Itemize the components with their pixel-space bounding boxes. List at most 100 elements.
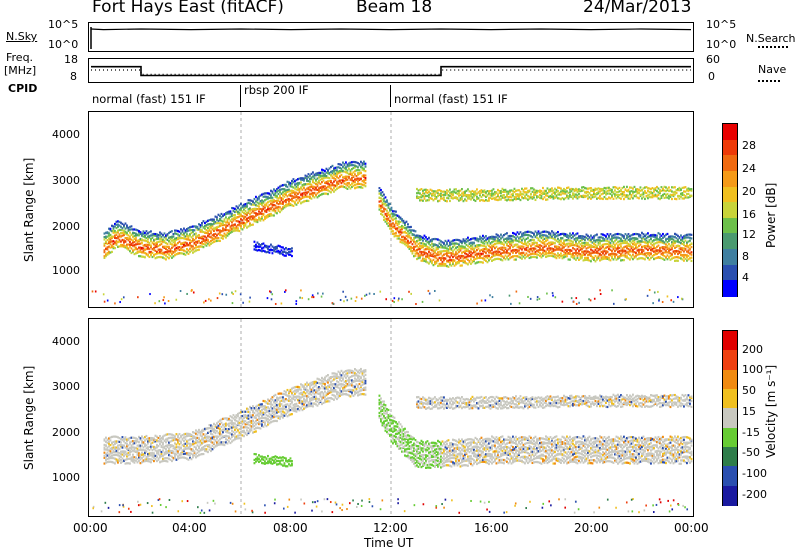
power-cell xyxy=(298,199,301,202)
power-cell xyxy=(684,239,687,242)
power-cell xyxy=(186,248,188,251)
power-cell xyxy=(500,233,502,236)
power-cell xyxy=(584,236,586,239)
velocity-cell xyxy=(115,446,118,449)
power-cell xyxy=(387,222,390,225)
power-cell xyxy=(620,197,622,200)
power-cell xyxy=(533,193,535,197)
power-cell xyxy=(154,242,157,245)
power-cell xyxy=(549,251,552,255)
power-cell xyxy=(279,185,281,188)
power-cell xyxy=(297,183,299,187)
power-cell xyxy=(264,215,266,219)
power-cell xyxy=(139,239,142,242)
power-cell xyxy=(468,242,471,245)
power-cell xyxy=(551,235,553,238)
power-cell xyxy=(666,196,669,199)
power-cell xyxy=(226,232,229,235)
power-cell xyxy=(530,193,532,196)
power-cell xyxy=(360,183,362,186)
power-cell xyxy=(626,194,628,197)
power-cell xyxy=(461,254,463,258)
power-cell xyxy=(199,241,202,245)
power-cell xyxy=(680,195,682,198)
power-cell xyxy=(648,258,651,261)
power-cell xyxy=(440,258,442,261)
power-cell xyxy=(458,189,460,193)
power-cell xyxy=(123,244,125,247)
power-cell xyxy=(656,237,658,240)
power-cell xyxy=(333,184,335,187)
power-cell xyxy=(195,235,197,238)
power-cell xyxy=(686,250,688,253)
power-cell xyxy=(265,244,268,248)
power-cell xyxy=(657,197,660,200)
power-cell xyxy=(524,233,526,237)
power-cell xyxy=(425,245,427,248)
velocity-cell xyxy=(183,439,185,443)
power-cell xyxy=(159,248,161,251)
power-cell xyxy=(358,169,361,172)
power-cell xyxy=(253,202,256,205)
power-cell xyxy=(654,195,657,198)
power-cell xyxy=(124,227,127,230)
power-cell xyxy=(615,247,618,250)
power-cell xyxy=(620,254,622,257)
power-cell xyxy=(528,189,531,192)
power-band-0 xyxy=(103,160,367,261)
power-cell xyxy=(506,232,508,235)
power-cell xyxy=(207,226,209,230)
power-cell xyxy=(277,205,280,209)
power-cell xyxy=(545,250,547,253)
power-cell xyxy=(393,232,396,235)
power-cell xyxy=(333,167,335,170)
power-cell xyxy=(660,249,663,253)
power-speckle-cell xyxy=(339,299,342,302)
power-cell xyxy=(510,193,513,196)
power-cell xyxy=(297,182,299,185)
power-cell xyxy=(591,237,594,240)
power-cell xyxy=(124,240,127,243)
power-cell xyxy=(678,256,681,259)
power-cell xyxy=(558,248,561,251)
power-cell xyxy=(528,234,531,237)
power-cell xyxy=(425,258,427,261)
power-cell xyxy=(584,194,586,198)
power-cell xyxy=(630,234,633,237)
cpid-segment-1: normal (fast) 151 IF xyxy=(92,92,206,106)
power-cell xyxy=(292,178,295,181)
velocity-cell xyxy=(168,454,170,457)
power-cell xyxy=(337,172,340,175)
power-cell xyxy=(291,191,293,194)
power-speckle-cell xyxy=(476,302,478,305)
power-cell xyxy=(614,244,616,247)
power-cell xyxy=(262,202,265,205)
power-cell xyxy=(389,224,391,227)
velocity-cell xyxy=(145,447,148,450)
power-cell xyxy=(554,253,556,256)
velocity-cell xyxy=(114,447,116,450)
velocity-cell xyxy=(120,441,122,444)
power-cb-tick-4: 4 xyxy=(742,271,749,284)
power-cell xyxy=(255,200,257,203)
power-cell xyxy=(345,171,347,174)
power-cell xyxy=(327,185,329,188)
power-cell xyxy=(642,249,645,252)
power-cell xyxy=(115,243,118,247)
power-cell xyxy=(423,188,426,191)
power-cell xyxy=(495,233,498,236)
power-cell xyxy=(470,244,472,247)
power-cell xyxy=(459,264,462,267)
power-cell xyxy=(325,174,328,178)
power-cell xyxy=(443,257,445,260)
power-cell xyxy=(515,243,517,246)
power-cell xyxy=(456,242,459,245)
power-cell xyxy=(530,231,532,234)
power-cell xyxy=(456,252,459,255)
power-cell xyxy=(157,256,160,259)
power-cell xyxy=(690,256,693,259)
power-cell xyxy=(352,160,355,164)
power-cell xyxy=(488,244,490,248)
power-cell xyxy=(231,214,233,217)
power-cell xyxy=(509,190,511,193)
